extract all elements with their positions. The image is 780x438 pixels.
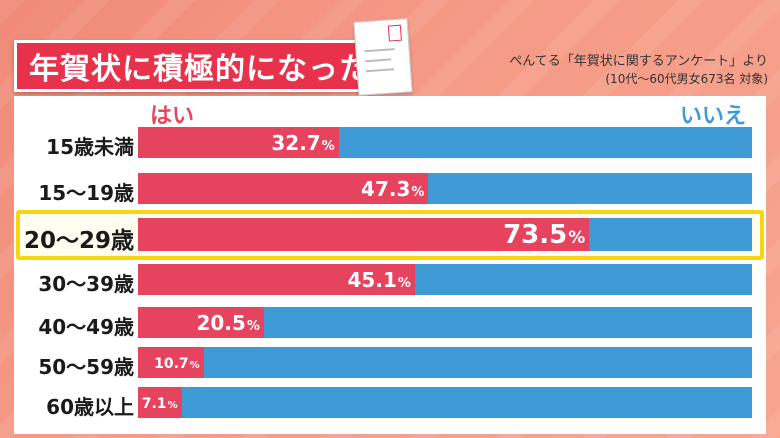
category-label: 50〜59歳 — [38, 354, 134, 379]
card-line — [365, 68, 394, 72]
bar-yes: 20.5% — [138, 307, 264, 338]
survey-sample-text: (10代〜60代男女673名 対象) — [605, 72, 768, 86]
chart-title: 年賀状に積極的になった — [29, 52, 370, 87]
data-label-number: 10.7 — [154, 356, 189, 372]
bar-yes: 47.3% — [138, 173, 429, 204]
category-label: 15〜19歳 — [38, 180, 134, 205]
legend-yes: はい — [150, 104, 195, 129]
bar-yes: 32.7% — [138, 127, 339, 158]
data-label-number: 47.3 — [361, 176, 411, 201]
bar-no — [203, 347, 752, 378]
bar-row: 7.1% — [138, 387, 752, 418]
data-label-unit: % — [246, 318, 260, 334]
bar-no — [428, 173, 752, 204]
bar-row: 47.3% — [138, 173, 752, 204]
data-label: 7.1% — [142, 393, 178, 412]
source-text: ぺんてる「年賀状に関するアンケート」より — [509, 54, 768, 69]
data-label-number: 20.5 — [196, 310, 246, 335]
legend-no: いいえ — [679, 104, 746, 129]
stamp-box-icon — [387, 24, 402, 42]
bar-yes: 10.7% — [138, 347, 204, 378]
data-label-number: 73.5 — [503, 219, 568, 250]
bar-yes: 7.1% — [138, 387, 182, 418]
bar-no — [589, 218, 752, 251]
bar-row: 32.7% — [138, 127, 752, 158]
data-label: 47.3% — [361, 177, 424, 201]
bar-row: 45.1% — [138, 264, 752, 295]
category-label: 15歳未満 — [46, 134, 134, 159]
category-label: 30〜39歳 — [38, 271, 134, 296]
data-label: 10.7% — [154, 353, 200, 372]
data-label: 73.5% — [503, 220, 585, 250]
data-label-unit: % — [167, 400, 178, 411]
category-label: 40〜49歳 — [38, 314, 134, 339]
bar-row: 20.5% — [138, 307, 752, 338]
bar-row: 10.7% — [138, 347, 752, 378]
card-line — [365, 58, 392, 62]
category-label: 20〜29歳 — [23, 227, 134, 254]
data-label-unit: % — [411, 184, 425, 200]
card-line — [364, 48, 395, 52]
data-label-number: 32.7 — [271, 130, 321, 155]
data-label-number: 7.1 — [141, 396, 167, 412]
data-label: 20.5% — [196, 311, 259, 335]
data-label-unit: % — [397, 275, 411, 291]
title-banner: 年賀状に積極的になった — [14, 40, 369, 92]
bar-no — [338, 127, 752, 158]
data-label: 45.1% — [348, 268, 411, 292]
data-label-number: 45.1 — [347, 267, 397, 292]
new-year-card-icon — [353, 18, 413, 96]
bar-yes: 73.5% — [138, 218, 590, 251]
category-label: 60歳以上 — [46, 394, 134, 419]
bar-no — [181, 387, 752, 418]
data-label-unit: % — [189, 360, 200, 371]
bar-no — [263, 307, 752, 338]
data-label-unit: % — [568, 227, 586, 248]
bar-no — [414, 264, 752, 295]
data-label: 32.7% — [271, 131, 334, 155]
data-label-unit: % — [321, 138, 335, 154]
bar-yes: 45.1% — [138, 264, 415, 295]
bar-row: 73.5% — [138, 218, 752, 251]
